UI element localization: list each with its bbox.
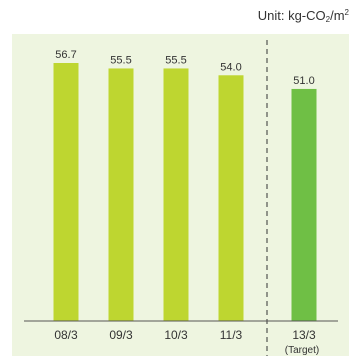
unit-sub: 2: [325, 15, 331, 24]
unit-mid: /m: [330, 8, 345, 23]
bar-10-3: [163, 68, 189, 321]
unit-prefix: Unit: kg-CO: [257, 8, 326, 23]
value-label-08-3: 56.7: [55, 49, 76, 61]
bar-08-3: [53, 63, 79, 321]
bar-11-3: [218, 75, 244, 322]
x-tick-label-13-3: 13/3: [292, 328, 316, 342]
target-note: (Target): [285, 345, 319, 356]
chart-area: 56.7 08/3 55.5 09/3 55.5 10/3 54.0 11/3 51.0 13/3…: [12, 34, 349, 356]
value-label-13-3: 51.0: [293, 75, 314, 87]
value-label-09-3: 55.5: [110, 54, 131, 66]
x-tick-label-10-3: 10/3: [164, 328, 188, 342]
value-label-11-3: 54.0: [220, 61, 241, 73]
x-tick-label-09-3: 09/3: [109, 328, 133, 342]
value-label-10-3: 55.5: [165, 54, 186, 66]
x-tick-label-08-3: 08/3: [54, 328, 78, 342]
bar-chart: 56.7 08/3 55.5 09/3 55.5 10/3 54.0 11/3 51.0 13/3…: [24, 40, 338, 356]
bar-09-3: [108, 68, 134, 321]
unit-sup: 2: [344, 8, 349, 17]
x-tick-label-11-3: 11/3: [220, 328, 243, 342]
unit-label: Unit: kg-CO2/m2: [258, 8, 349, 24]
bar-13-3: [291, 88, 317, 321]
